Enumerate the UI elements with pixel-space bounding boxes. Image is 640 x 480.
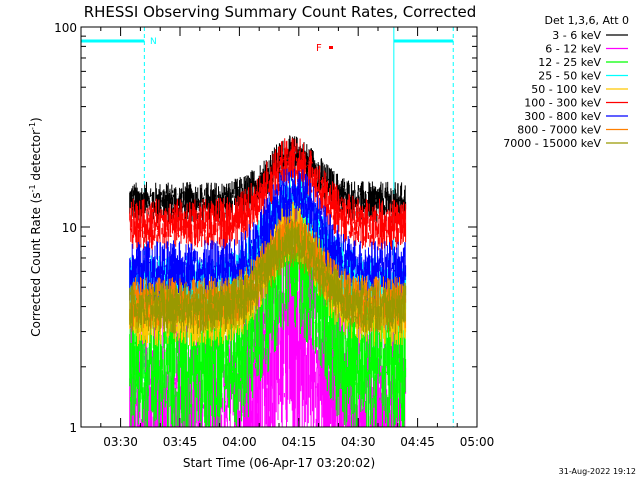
series-8 [129,217,407,335]
y-axis-label: Corrected Count Rate (s-1 detector-1) [28,117,43,336]
x-tick-label-0: 03:30 [103,435,138,449]
legend-label-3: 25 - 50 keV [538,70,601,83]
flare-marker-label: F [316,43,322,54]
y-tick-label-0: 1 [69,421,77,435]
x-tick-label-3: 04:15 [282,435,317,449]
y-tick-label-1: 10 [62,221,77,235]
legend-label-4: 50 - 100 keV [531,83,601,96]
series-5 [129,137,407,251]
x-tick-label-6: 05:00 [460,435,495,449]
x-tick-label-4: 04:30 [341,435,376,449]
x-axis: 03:30 03:45 04:00 04:15 04:30 04:45 05:00 [80,27,495,449]
x-tick-label-2: 04:00 [222,435,257,449]
legend-label-0: 3 - 6 keV [552,29,601,42]
chart-title: RHESSI Observing Summary Count Rates, Co… [84,3,477,21]
x-tick-label-1: 03:45 [163,435,198,449]
series-0 [129,135,407,224]
flare-marker-dot [329,46,333,49]
legend-label-7: 800 - 7000 keV [517,124,601,137]
legend-title: Det 1,3,6, Att 0 [545,14,629,27]
plot-area [80,27,454,427]
x-tick-label-5: 04:45 [400,435,435,449]
legend-label-1: 6 - 12 keV [545,43,601,56]
y-tick-label-2: 100 [54,21,77,35]
legend-label-8: 7000 - 15000 keV [503,137,601,150]
legend-label-2: 12 - 25 keV [538,56,601,69]
y-axis: 1 10 100 [54,21,477,435]
night-marker-label: N [150,37,157,47]
x-axis-label: Start Time (06-Apr-17 03:20:02) [183,456,375,470]
legend-label-6: 300 - 800 keV [524,110,601,123]
legend-label-5: 100 - 300 keV [524,97,601,110]
timestamp: 31-Aug-2022 19:12 [559,467,636,476]
